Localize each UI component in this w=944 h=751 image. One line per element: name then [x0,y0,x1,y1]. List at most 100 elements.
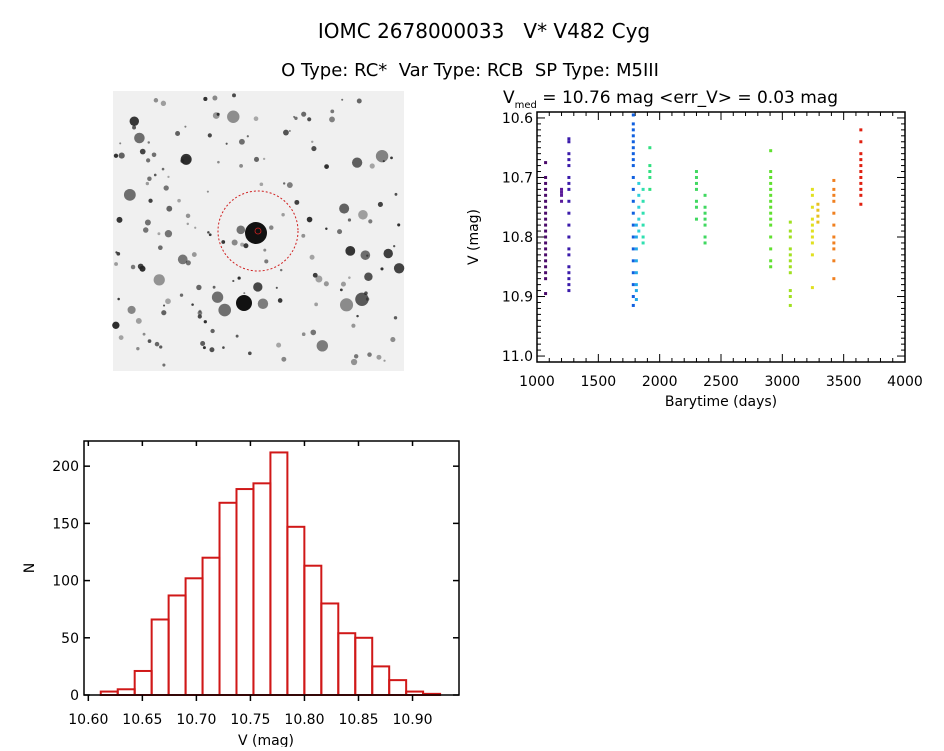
star [232,279,235,283]
lc-point [631,199,635,203]
star [294,199,300,205]
star [253,116,259,122]
lc-point [567,158,571,162]
lc-point [703,241,707,245]
star [232,93,236,98]
star [217,160,220,164]
lc-ylabel: V (mag) [466,209,482,265]
star [257,298,269,309]
star [148,198,153,203]
lc-point [631,259,635,263]
star [301,233,306,238]
lc-axes-frame [536,111,906,363]
star [203,320,207,324]
star [206,190,209,193]
lc-point [703,193,707,197]
star [154,341,160,347]
star [264,259,269,264]
star [281,356,287,362]
lc-point [631,223,635,227]
star [301,332,306,337]
hist-bar [116,688,136,697]
lc-point [631,122,635,126]
lc-point [810,205,814,209]
hist-xtick-label: 10.80 [284,712,324,728]
lc-point [544,277,548,281]
lc-point [832,223,836,227]
star [235,334,239,338]
lc-point [769,193,773,197]
lc-point [810,229,814,233]
hist-bar [388,679,408,696]
star [146,158,151,163]
star [246,135,249,138]
hist-bar [286,525,306,696]
lc-point [567,271,571,275]
star [330,109,335,114]
star [324,164,329,169]
lc-point [631,247,635,251]
star [180,158,185,164]
lc-point [816,214,820,218]
star [212,95,218,101]
star [253,156,260,162]
star [236,225,246,235]
star [364,272,373,281]
hist-xtick-label: 10.60 [68,712,108,728]
lc-point [769,217,773,221]
star [162,363,166,367]
lc-point [544,199,548,203]
lc-point [631,271,635,275]
lc-point [560,193,564,197]
star [212,112,220,119]
lc-point [631,235,635,239]
lc-point [648,187,652,191]
star [227,110,240,123]
hist-bar [354,636,374,696]
lc-point [648,175,652,179]
star [132,125,137,130]
lc-point [816,208,820,212]
star [340,281,346,287]
hist-xtick-label: 10.90 [392,712,432,728]
star [112,321,120,329]
lc-point [859,181,863,185]
star [307,117,312,122]
star [212,285,216,289]
lc-point [544,205,548,209]
lc-point [634,298,638,301]
lc-point [634,259,638,263]
star [136,346,140,351]
star [119,142,122,145]
lc-point [832,241,836,245]
star [314,302,319,307]
star [130,264,136,270]
star [237,276,241,280]
lc-point [631,146,635,150]
lc-point [544,217,548,221]
lc-point [567,253,571,257]
star [360,250,371,260]
lc-xtick-label: 4000 [887,374,923,390]
hist-bar [337,632,357,696]
lc-point [567,199,571,203]
lc-point [769,149,773,153]
star [353,354,359,359]
lc-point [769,247,773,251]
lc-point [544,235,548,239]
hist-bar [235,488,255,696]
lc-point [769,265,773,269]
lc-point [544,211,548,215]
star [348,276,351,279]
hist-bar [269,451,289,696]
lc-point [544,181,548,185]
star [207,231,210,234]
star [243,243,249,249]
star [325,227,328,231]
star [163,304,166,307]
star [286,182,293,189]
lc-point [769,175,773,179]
lc-point [810,253,814,257]
star [339,203,350,214]
star [337,229,343,235]
